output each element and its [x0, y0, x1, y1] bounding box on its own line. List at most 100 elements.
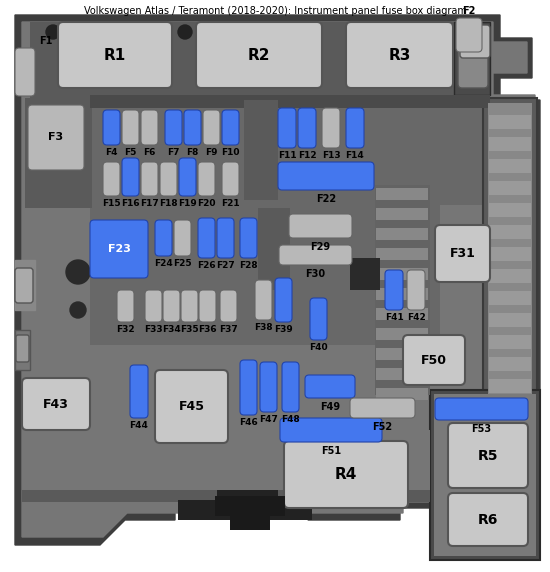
- FancyBboxPatch shape: [322, 108, 340, 148]
- Bar: [376, 308, 428, 320]
- Text: F24: F24: [154, 259, 173, 268]
- Text: F48: F48: [281, 415, 300, 424]
- FancyBboxPatch shape: [385, 270, 403, 310]
- FancyBboxPatch shape: [260, 362, 277, 412]
- Bar: [376, 228, 428, 240]
- FancyBboxPatch shape: [403, 335, 465, 385]
- FancyBboxPatch shape: [117, 290, 134, 322]
- FancyBboxPatch shape: [435, 398, 528, 420]
- FancyBboxPatch shape: [407, 270, 425, 310]
- FancyBboxPatch shape: [346, 108, 364, 148]
- FancyBboxPatch shape: [198, 162, 215, 196]
- Text: F22: F22: [316, 194, 336, 204]
- Text: F27: F27: [216, 261, 235, 270]
- FancyBboxPatch shape: [163, 290, 180, 322]
- Text: R3: R3: [388, 47, 411, 62]
- Bar: [430, 390, 540, 560]
- Text: F30: F30: [305, 269, 326, 279]
- FancyBboxPatch shape: [122, 110, 139, 145]
- Text: F26: F26: [197, 261, 216, 270]
- Text: F47: F47: [259, 415, 278, 424]
- Bar: [22, 490, 430, 502]
- Bar: [434, 394, 536, 556]
- Bar: [258, 208, 290, 290]
- Text: F14: F14: [345, 151, 364, 160]
- FancyBboxPatch shape: [184, 110, 201, 145]
- Bar: [376, 348, 428, 360]
- Bar: [90, 268, 440, 345]
- FancyBboxPatch shape: [155, 370, 228, 443]
- FancyBboxPatch shape: [460, 25, 490, 58]
- Bar: [489, 247, 531, 261]
- Polygon shape: [15, 15, 540, 560]
- FancyBboxPatch shape: [103, 110, 120, 145]
- FancyBboxPatch shape: [280, 418, 382, 442]
- Text: F2: F2: [463, 6, 476, 16]
- FancyBboxPatch shape: [448, 493, 528, 546]
- FancyBboxPatch shape: [141, 110, 158, 145]
- Text: R5: R5: [478, 448, 498, 463]
- FancyBboxPatch shape: [160, 162, 177, 196]
- Bar: [489, 291, 531, 305]
- Text: F7: F7: [167, 148, 180, 157]
- FancyBboxPatch shape: [278, 108, 296, 148]
- FancyBboxPatch shape: [278, 162, 374, 190]
- Text: F10: F10: [221, 148, 240, 157]
- Text: F5: F5: [124, 148, 137, 157]
- Bar: [376, 328, 428, 340]
- FancyBboxPatch shape: [222, 110, 239, 145]
- Text: F33: F33: [144, 325, 163, 334]
- Text: F13: F13: [322, 151, 340, 160]
- FancyBboxPatch shape: [103, 162, 120, 196]
- FancyBboxPatch shape: [181, 290, 198, 322]
- Text: F45: F45: [179, 400, 205, 413]
- Bar: [376, 268, 428, 280]
- Bar: [489, 225, 531, 239]
- FancyBboxPatch shape: [279, 245, 352, 265]
- Text: F41: F41: [384, 313, 403, 322]
- Circle shape: [178, 25, 192, 39]
- Bar: [376, 188, 428, 200]
- Text: R4: R4: [335, 467, 357, 482]
- Text: F53: F53: [471, 424, 492, 434]
- Polygon shape: [22, 22, 535, 555]
- FancyBboxPatch shape: [435, 225, 490, 282]
- Bar: [22, 430, 430, 498]
- FancyBboxPatch shape: [198, 218, 215, 258]
- FancyBboxPatch shape: [458, 28, 488, 88]
- Text: R2: R2: [248, 47, 270, 62]
- FancyBboxPatch shape: [199, 290, 216, 322]
- FancyBboxPatch shape: [179, 158, 196, 196]
- Bar: [178, 500, 312, 520]
- Text: F28: F28: [239, 261, 258, 270]
- Bar: [244, 100, 278, 200]
- Bar: [375, 255, 430, 320]
- Polygon shape: [15, 260, 35, 310]
- Text: F43: F43: [43, 398, 69, 411]
- FancyBboxPatch shape: [220, 290, 237, 322]
- FancyBboxPatch shape: [350, 398, 415, 418]
- FancyBboxPatch shape: [289, 214, 352, 238]
- FancyBboxPatch shape: [305, 375, 355, 398]
- FancyBboxPatch shape: [90, 220, 148, 278]
- Text: F32: F32: [116, 325, 135, 334]
- FancyBboxPatch shape: [15, 48, 35, 96]
- Text: F4: F4: [105, 148, 118, 157]
- Bar: [376, 288, 428, 300]
- Bar: [489, 159, 531, 173]
- Text: F50: F50: [421, 353, 447, 367]
- FancyBboxPatch shape: [346, 22, 453, 88]
- Text: F31: F31: [449, 247, 475, 260]
- Text: F15: F15: [102, 199, 121, 208]
- FancyBboxPatch shape: [456, 18, 482, 52]
- Text: F17: F17: [140, 199, 159, 208]
- Text: F9: F9: [205, 148, 218, 157]
- Bar: [489, 115, 531, 129]
- Text: F51: F51: [321, 446, 341, 456]
- Bar: [489, 181, 531, 195]
- Bar: [375, 185, 430, 395]
- FancyBboxPatch shape: [165, 110, 182, 145]
- Text: Volkswagen Atlas / Teramont (2018-2020): Instrument panel fuse box diagram: Volkswagen Atlas / Teramont (2018-2020):…: [84, 6, 466, 15]
- FancyBboxPatch shape: [141, 162, 158, 196]
- FancyBboxPatch shape: [448, 423, 528, 488]
